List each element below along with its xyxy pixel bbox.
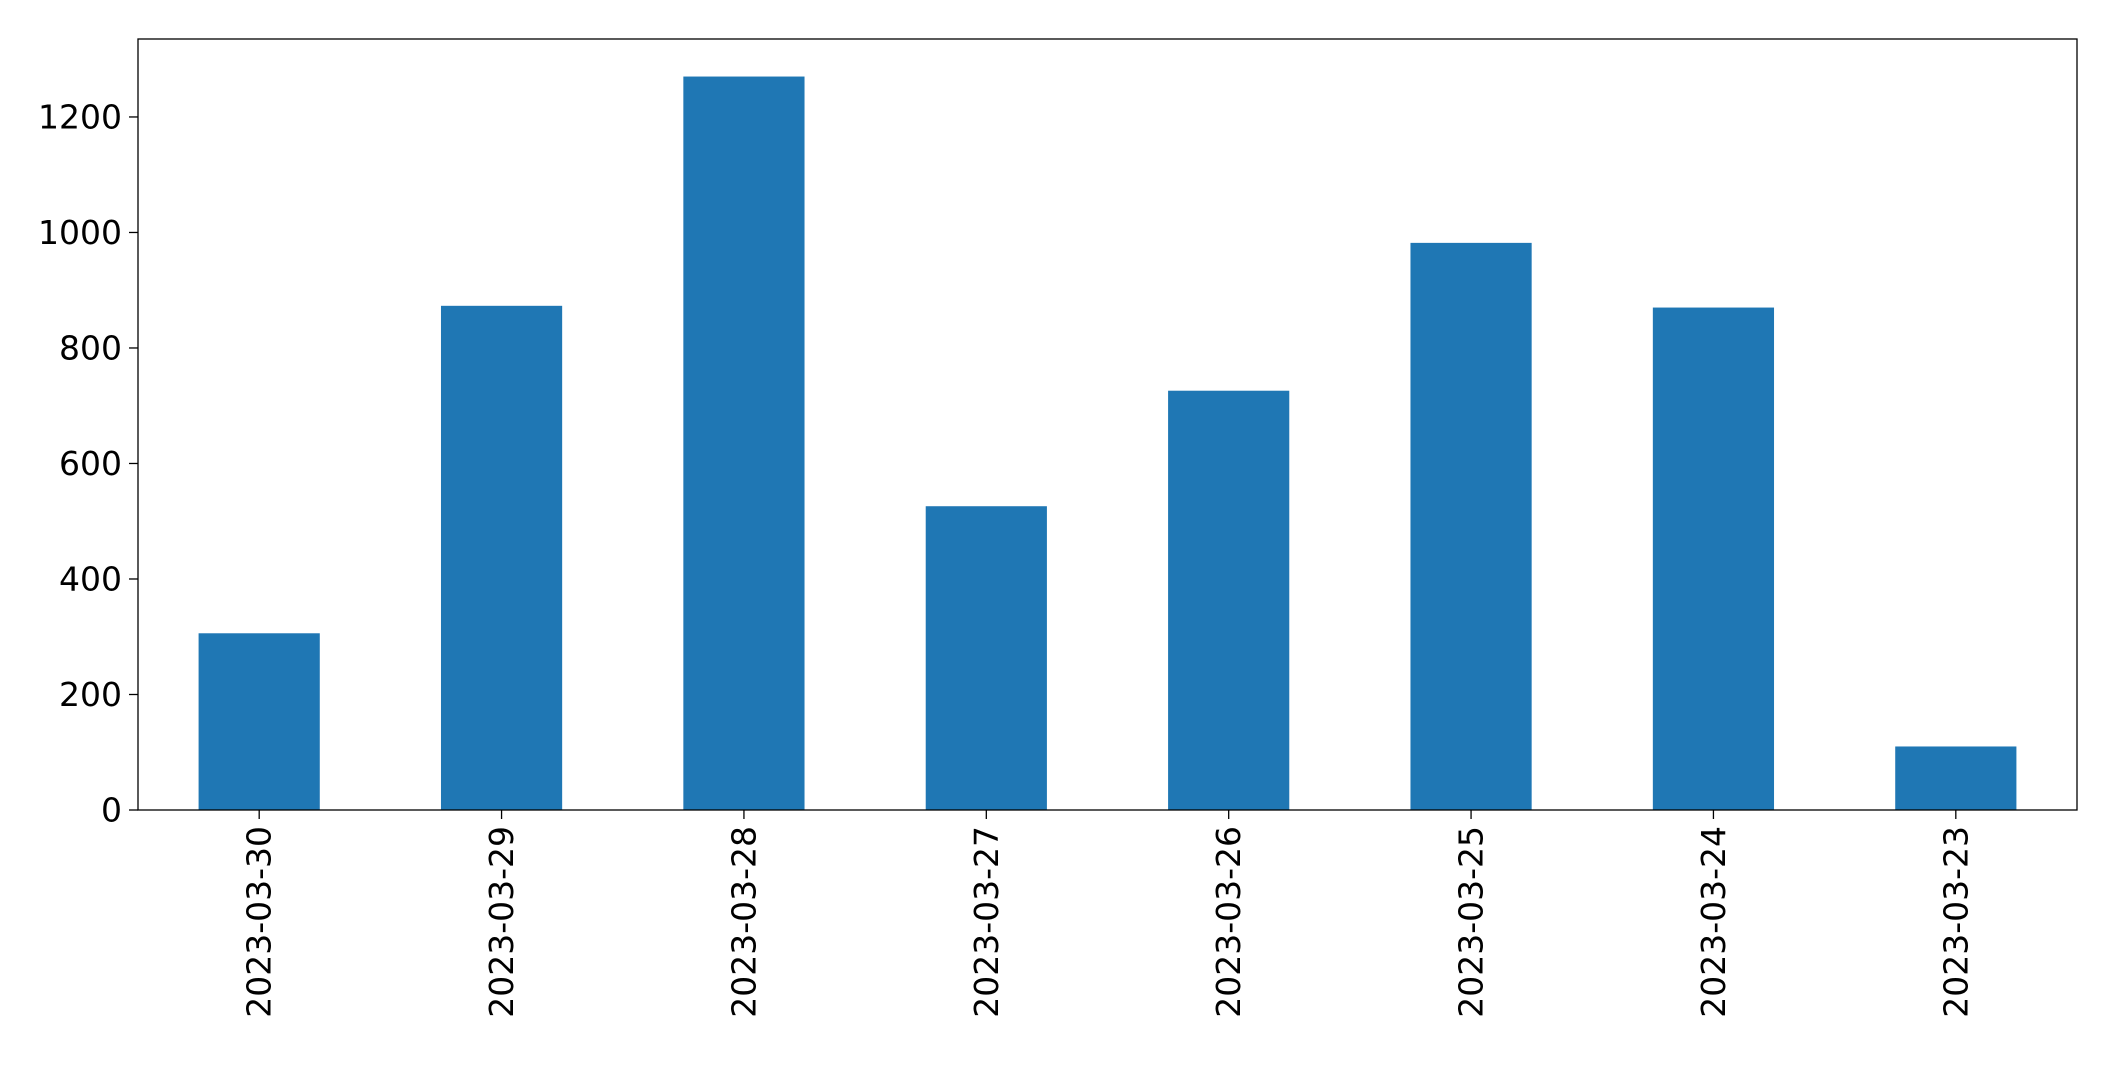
x-axis: 2023-03-30 2023-03-29 2023-03-28 2023-03-27…: [240, 810, 1975, 1018]
y-tick-label: 200: [59, 675, 122, 714]
y-tick-label: 1000: [38, 213, 122, 252]
plot-frame: [137, 38, 2078, 811]
x-tick-label: 2023-03-29: [482, 826, 521, 1018]
y-tick-label: 800: [59, 328, 122, 367]
bar-2023-03-28: [683, 76, 805, 811]
bar-2023-03-30: [198, 633, 320, 810]
bar-2023-03-26: [1168, 390, 1290, 810]
y-tick-label: 600: [59, 444, 122, 483]
x-tick-label: 2023-03-23: [1936, 826, 1975, 1018]
x-tick-label: 2023-03-24: [1694, 826, 1733, 1018]
y-tick-label: 0: [101, 791, 122, 830]
bar-2023-03-23: [1895, 746, 2017, 810]
bar-2023-03-24: [1652, 307, 1775, 810]
y-axis: 0 200 400 600 800 1000 1200: [38, 97, 138, 830]
bar-2023-03-25: [1410, 242, 1532, 810]
bars-layer: [198, 76, 2017, 811]
bar-2023-03-27: [925, 506, 1047, 810]
bar-2023-03-29: [440, 305, 563, 810]
x-tick-label: 2023-03-25: [1452, 826, 1491, 1018]
x-tick-label: 2023-03-30: [240, 826, 279, 1018]
y-tick-label: 1200: [38, 97, 122, 136]
y-tick-label: 400: [59, 559, 122, 598]
x-tick-label: 2023-03-26: [1209, 826, 1248, 1018]
x-tick-label: 2023-03-27: [967, 826, 1006, 1018]
x-tick-label: 2023-03-28: [724, 826, 763, 1018]
axes-layer: [137, 38, 2078, 811]
